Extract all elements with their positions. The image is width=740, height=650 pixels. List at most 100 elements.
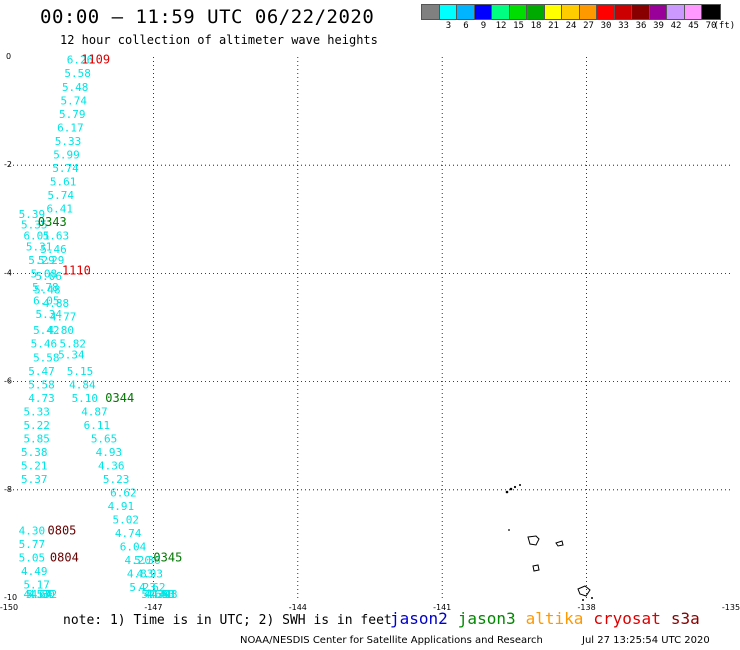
swh-value: 6.41 — [47, 202, 74, 215]
colorbar-tick-label: 9 — [480, 21, 487, 31]
swh-value: 6.62 — [110, 487, 137, 500]
swh-value: 5.15 — [67, 365, 94, 378]
swh-value: 5.42 — [33, 324, 60, 337]
credit-text: NOAA/NESDIS Center for Satellite Applica… — [240, 635, 543, 646]
swh-value: 4.41 — [146, 588, 173, 601]
swh-value: 5.61 — [50, 175, 76, 188]
colorbar-tick-label: 3 — [445, 21, 452, 31]
swh-value: 5.99 — [53, 148, 80, 161]
swh-value: 4.39 — [144, 588, 171, 601]
swh-value: 5.23 — [103, 473, 130, 486]
swh-value: 5.34 — [58, 349, 85, 362]
swh-value: 6.11 — [84, 419, 111, 432]
colorbar-swatch — [666, 4, 686, 20]
swh-values: 6.265.585.485.745.796.175.335.995.745.61… — [19, 54, 178, 601]
swh-value: 6.01 — [23, 230, 50, 243]
swh-value: 6.04 — [120, 541, 147, 554]
swh-value: 5.39 — [19, 208, 46, 221]
satellite-legend: jason2 jason3 altika cryosat s3a — [390, 609, 710, 628]
islands — [505, 484, 593, 601]
colorbar-swatch — [421, 4, 441, 20]
y-tick-label: 0 — [6, 52, 11, 61]
swh-value: 4.53 — [23, 588, 50, 601]
pass-time-label: 1110 — [62, 264, 91, 278]
y-tick-label: -4 — [4, 268, 12, 277]
swh-value: 5.47 — [28, 365, 55, 378]
legend-item: s3a — [670, 609, 700, 628]
colorbar-swatch — [631, 4, 651, 20]
colorbar-swatch — [438, 4, 458, 20]
swh-value: 5.48 — [34, 284, 61, 297]
swh-value: 5.79 — [59, 108, 86, 121]
colorbar-swatch — [508, 4, 528, 20]
swh-value: 4.48 — [151, 588, 178, 601]
colorbar-swatch — [526, 4, 546, 20]
swh-value: 5.69 — [141, 588, 168, 601]
swh-value: 5.77 — [19, 538, 46, 551]
colorbar-tick-label: 18 — [530, 21, 542, 31]
swh-value: 5.82 — [60, 338, 87, 351]
swh-value: 5.63 — [43, 230, 69, 243]
swh-value: 5.38 — [21, 446, 48, 459]
pass-time-label: 0804 — [50, 550, 79, 564]
colorbar-tick-label: 36 — [635, 21, 647, 31]
colorbar-swatch — [578, 4, 598, 20]
swh-value: 5.64 — [26, 588, 53, 601]
swh-value: 4.87 — [81, 405, 108, 418]
swh-value: 5.74 — [48, 189, 75, 202]
colorbar-swatch — [561, 4, 581, 20]
x-tick-label: -138 — [578, 603, 596, 612]
swh-value: 5.02 — [112, 514, 139, 527]
swh-value: 5.05 — [19, 551, 46, 564]
colorbar-swatch — [456, 4, 476, 20]
pass-time-labels: 1109 0343 1110 0344 0805 0804 0345 — [38, 53, 182, 565]
island-outline — [555, 540, 564, 547]
swh-value: 5.74 — [61, 94, 88, 107]
swh-value: 4.80 — [48, 324, 75, 337]
swh-value: 4.30 — [19, 524, 46, 537]
swh-value: 5.33 — [23, 405, 50, 418]
swh-value: 5.17 — [23, 578, 50, 591]
y-tick-label: -2 — [4, 160, 12, 169]
swh-value: 5.10 — [72, 392, 99, 405]
island-dot — [513, 485, 517, 489]
swh-value: 4.91 — [108, 500, 135, 513]
colorbar-swatch — [543, 4, 563, 20]
legend-item: altika — [525, 609, 584, 628]
swh-value: 5.36 — [134, 554, 161, 567]
pass-time-label: 0345 — [153, 550, 182, 564]
swh-value: 5.37 — [21, 473, 48, 486]
swh-value: 4.62 — [139, 581, 166, 594]
swh-value: 5.46 — [31, 338, 58, 351]
swh-value: 4.77 — [50, 311, 76, 324]
colorbar-swatch — [701, 4, 721, 20]
colorbar-tick-label: 39 — [653, 21, 664, 31]
colorbar-tick-label: 21 — [548, 21, 559, 31]
pass-time-label: 0344 — [105, 391, 134, 405]
colorbar-swatch — [596, 4, 616, 20]
island-outline — [577, 585, 591, 597]
pass-time-label: 0343 — [38, 215, 67, 229]
swh-value: 4.93 — [96, 446, 123, 459]
colorbar-tick-label: 6 — [463, 21, 469, 31]
swh-value: 4.36 — [98, 459, 125, 472]
island-dot — [519, 484, 521, 486]
swh-value: 6.05 — [33, 294, 60, 307]
page-title: 00:00 – 11:59 UTC 06/22/2020 — [40, 6, 375, 28]
colorbar-tick-label: 24 — [565, 21, 577, 31]
colorbar-swatch — [683, 4, 703, 20]
swh-value: 5.34 — [35, 308, 62, 321]
legend-item: jason3 — [457, 609, 516, 628]
swh-value: 5.33 — [55, 135, 82, 148]
swh-value: 5.46 — [40, 243, 67, 256]
swh-value: 4.80 — [28, 588, 55, 601]
colorbar-tick-label: 33 — [618, 21, 629, 31]
swh-value: 4.49 — [21, 565, 48, 578]
swh-value: 4.74 — [115, 527, 142, 540]
x-tick-label: -141 — [433, 603, 451, 612]
colorbar-tick-label: 12 — [495, 21, 507, 31]
pass-time-label: 1109 — [81, 53, 110, 67]
swh-value: 6.26 — [67, 54, 94, 67]
colorbar-swatch — [648, 4, 668, 20]
